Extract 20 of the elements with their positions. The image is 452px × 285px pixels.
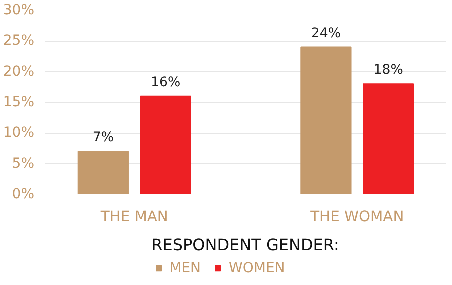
y-tick-label: 5% xyxy=(12,156,35,172)
bar xyxy=(78,151,129,194)
legend-title: RESPONDENT GENDER: xyxy=(152,235,340,254)
y-tick-label: 10% xyxy=(3,125,35,142)
x-tick-label: THE WOMAN xyxy=(310,208,404,226)
data-label: 24% xyxy=(311,26,342,42)
y-tick-label: 25% xyxy=(3,33,35,50)
legend-label: MEN xyxy=(170,260,202,276)
y-tick-label: 20% xyxy=(3,64,35,80)
y-tick-label: 0% xyxy=(12,186,35,202)
y-tick-label: 15% xyxy=(3,94,35,110)
data-label: 16% xyxy=(150,75,181,90)
legend-label: WOMEN xyxy=(229,260,286,276)
y-tick-label: 30% xyxy=(3,2,35,18)
x-tick-label: THE MAN xyxy=(100,208,168,226)
bar xyxy=(140,96,192,194)
data-label: 18% xyxy=(374,63,404,78)
bar xyxy=(300,46,352,194)
bar xyxy=(363,84,414,194)
data-label: 7% xyxy=(92,130,114,146)
